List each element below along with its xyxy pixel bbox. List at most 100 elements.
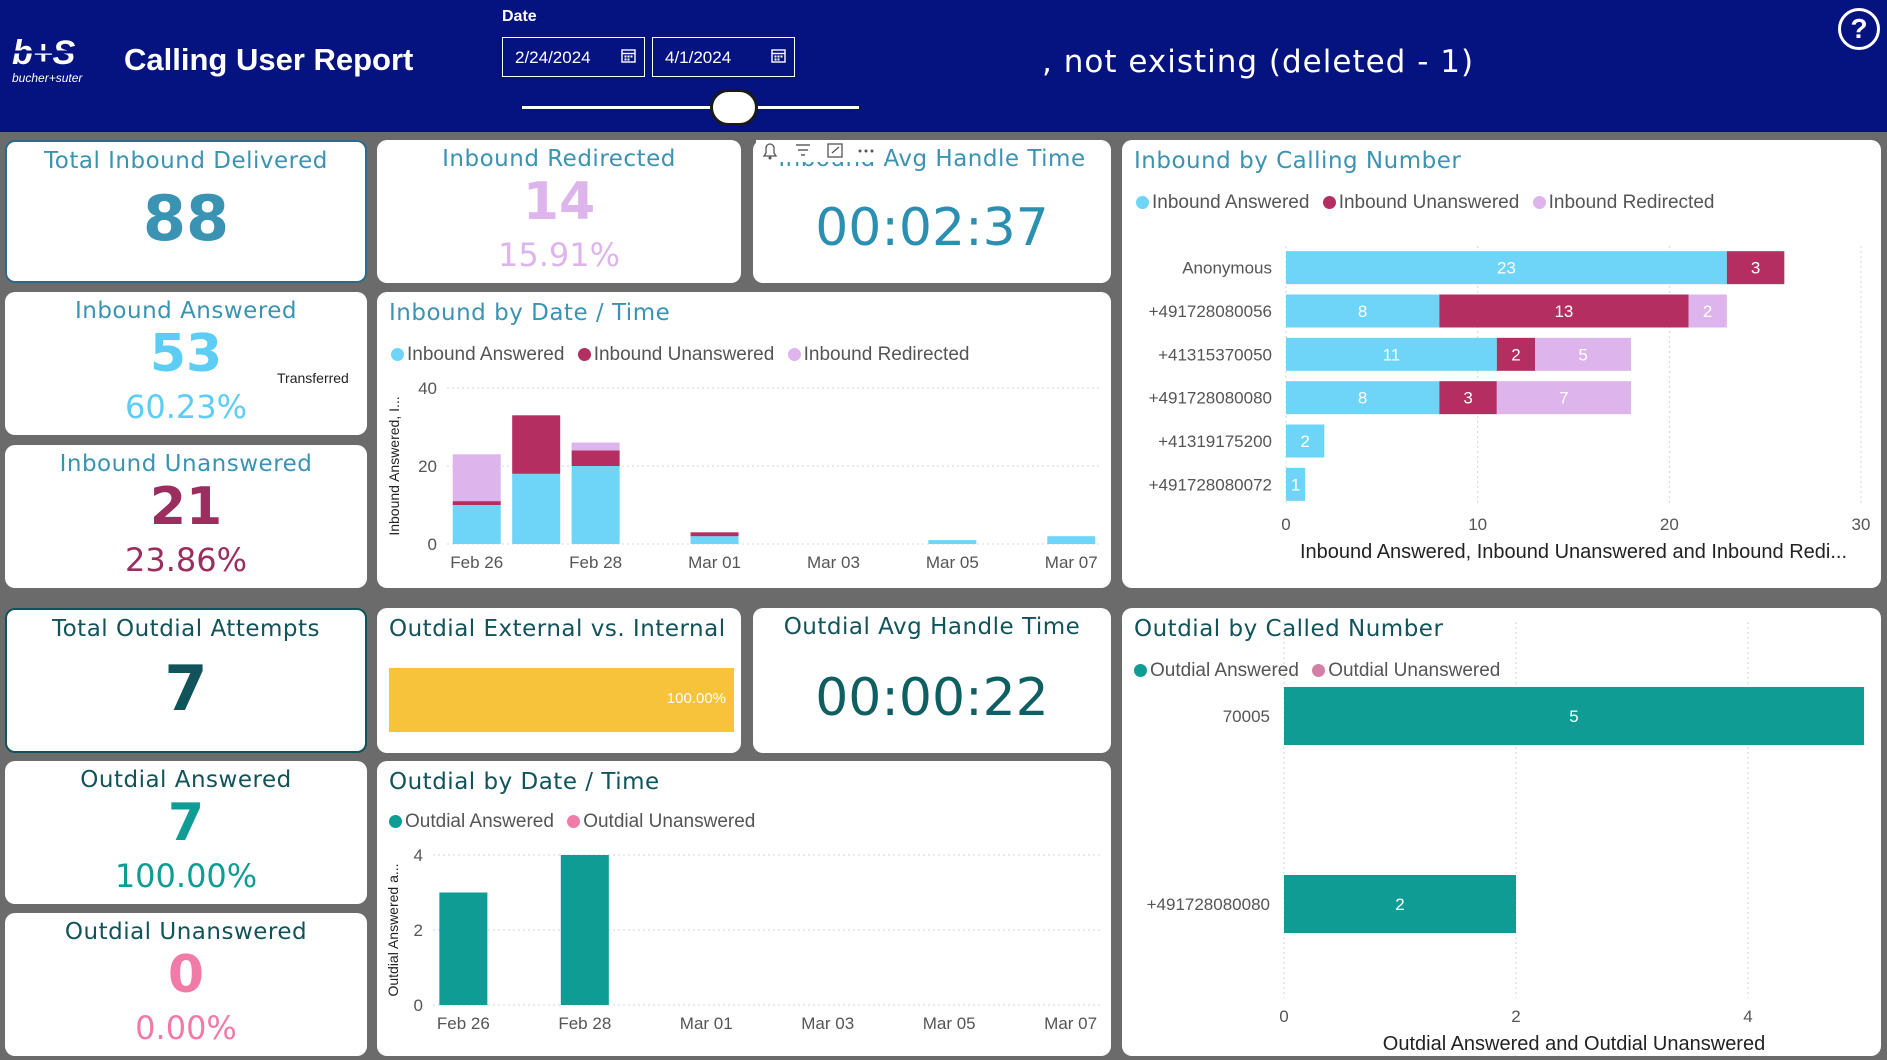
- calendar-icon[interactable]: [771, 48, 786, 63]
- bar-segment[interactable]: [1496, 381, 1631, 415]
- date-from-value: 2/24/2024: [515, 48, 591, 67]
- y-axis-label: Outdial Answered a...: [385, 863, 401, 996]
- bar-segment[interactable]: [690, 536, 739, 544]
- bar-segment[interactable]: [512, 415, 561, 474]
- x-tick-label: 30: [1852, 515, 1871, 534]
- bar-segment[interactable]: [1284, 687, 1864, 745]
- bar-segment[interactable]: [512, 473, 561, 544]
- bar-segment[interactable]: [1439, 381, 1497, 415]
- total-outdial-attempts-card[interactable]: Total Outdial Attempts 7: [5, 608, 367, 753]
- outdial-by-number-chart[interactable]: 0 2 4 Outdial Answered and Outdial Unanswer…: [1122, 608, 1881, 1056]
- bar-segment[interactable]: [571, 450, 620, 466]
- x-tick-label: Mar 01: [688, 553, 741, 572]
- bar-segment[interactable]: [1535, 337, 1631, 371]
- kpi-value: 53: [149, 324, 223, 384]
- kpi-value: 00:02:37: [815, 198, 1049, 258]
- outdial-by-date-card[interactable]: Outdial by Date / Time Outdial Answered …: [377, 761, 1111, 1056]
- outdial-by-number-card[interactable]: Outdial by Called Number Outdial Answere…: [1122, 608, 1881, 1056]
- x-tick-label: Feb 26: [437, 1014, 490, 1033]
- bar-segment[interactable]: [1286, 424, 1325, 458]
- outdial-avg-handle-card[interactable]: Outdial Avg Handle Time 00:00:22: [753, 608, 1111, 753]
- bar-segment[interactable]: [1286, 381, 1440, 415]
- legend-item[interactable]: Inbound Answered: [1136, 192, 1309, 213]
- date-filter-label: Date: [502, 8, 537, 25]
- bar-segment[interactable]: [1286, 294, 1440, 328]
- bar-segment[interactable]: [1047, 536, 1096, 544]
- kpi-percent: 100.00%: [114, 857, 258, 895]
- chart-title: Outdial by Date / Time: [389, 769, 660, 795]
- bar-segment[interactable]: [1726, 251, 1785, 285]
- date-to-input[interactable]: 4/1/2024: [652, 37, 795, 77]
- date-range-slider-handle[interactable]: [710, 89, 759, 126]
- legend-item[interactable]: Outdial Unanswered: [1312, 660, 1500, 681]
- x-tick-label: 4: [1743, 1007, 1752, 1026]
- bar-segment[interactable]: [1284, 875, 1516, 933]
- legend-item[interactable]: Outdial Answered: [389, 811, 554, 832]
- date-from-input[interactable]: 2/24/2024: [502, 37, 645, 77]
- outdial-ext-int-card[interactable]: Outdial External vs. Internal 100.00%: [377, 608, 741, 753]
- inbound-by-date-card[interactable]: Inbound by Date / Time Inbound Answered …: [377, 292, 1111, 588]
- chart-title: Inbound by Calling Number: [1134, 148, 1462, 174]
- bar-segment[interactable]: [1688, 294, 1727, 328]
- bar-segment[interactable]: [928, 540, 977, 544]
- legend-item[interactable]: Outdial Unanswered: [567, 811, 755, 832]
- transferred-label: Transferred: [277, 370, 349, 386]
- kpi-value: 00:00:22: [815, 668, 1049, 728]
- chart-legend: Inbound Answered Inbound Unanswered Inbo…: [1136, 192, 1722, 214]
- outdial-unanswered-card[interactable]: Outdial Unanswered 0 0.00%: [5, 913, 367, 1056]
- date-range-slider-track[interactable]: [522, 106, 859, 109]
- legend-item[interactable]: Inbound Redirected: [787, 344, 969, 365]
- inbound-by-number-card[interactable]: Inbound by Calling Number Inbound Answer…: [1122, 140, 1881, 588]
- calendar-icon[interactable]: [621, 48, 636, 63]
- focus-mode-icon[interactable]: [827, 143, 843, 158]
- bar-segment[interactable]: [571, 466, 620, 544]
- help-icon[interactable]: ?: [1838, 8, 1880, 50]
- bar-segment[interactable]: [452, 501, 501, 505]
- bar-segment[interactable]: [560, 855, 609, 1005]
- bar-segment[interactable]: [452, 454, 501, 502]
- inbound-redirected-card[interactable]: Inbound Redirected 14 15.91%: [377, 140, 741, 283]
- kpi-title: Total Outdial Attempts: [51, 616, 321, 642]
- legend-item[interactable]: Outdial Answered: [1134, 660, 1299, 681]
- chart-title: Outdial by Called Number: [1134, 616, 1444, 642]
- x-tick-label: Feb 28: [558, 1014, 611, 1033]
- bar-segment[interactable]: [571, 442, 620, 451]
- bell-icon[interactable]: [762, 143, 778, 160]
- y-axis-label: Inbound Answered, I...: [386, 396, 402, 535]
- inbound-by-date-chart[interactable]: 0 20 40 Inbound Answered, I... Feb 26 Feb 28 M…: [377, 292, 1111, 588]
- legend-item[interactable]: Inbound Answered: [391, 344, 564, 365]
- bar-segment[interactable]: [439, 892, 488, 1006]
- bar-segment[interactable]: [1286, 337, 1497, 371]
- total-inbound-delivered-card[interactable]: Total Inbound Delivered 88: [5, 140, 367, 283]
- outdial-by-date-chart[interactable]: 0 2 4 Outdial Answered a... Feb 26 Feb 28 Mar …: [377, 761, 1111, 1056]
- data-label: 2: [1703, 302, 1712, 321]
- y-tick-label: 0: [428, 535, 437, 554]
- outdial-answered-card[interactable]: Outdial Answered 7 100.00%: [5, 761, 367, 904]
- data-label: 8: [1358, 302, 1367, 321]
- x-tick-label: Mar 03: [801, 1014, 854, 1033]
- bar-segment[interactable]: [1496, 337, 1536, 371]
- inbound-answered-card[interactable]: Inbound Answered 53 Transferred 60.23%: [5, 292, 367, 435]
- x-tick-label: Mar 01: [680, 1014, 733, 1033]
- category-label: Anonymous: [1182, 259, 1272, 278]
- inbound-avg-handle-card[interactable]: Inbound Avg Handle Time 00:02:37: [753, 140, 1111, 283]
- legend-item[interactable]: Inbound Redirected: [1532, 192, 1714, 213]
- kpi-value: 14: [522, 172, 596, 232]
- inbound-unanswered-card[interactable]: Inbound Unanswered 21 23.86%: [5, 445, 367, 588]
- data-label: 3: [1463, 389, 1472, 408]
- inbound-by-number-chart[interactable]: 0 10 20 30 Inbound Answered, Inbound Unanswe…: [1122, 140, 1881, 588]
- filter-icon[interactable]: [796, 144, 810, 156]
- legend-item[interactable]: Inbound Unanswered: [577, 344, 774, 365]
- kpi-value: 21: [149, 477, 223, 537]
- bar-segment[interactable]: [1439, 294, 1689, 328]
- bar-segment[interactable]: [1286, 467, 1306, 501]
- bar-segment[interactable]: [452, 505, 501, 544]
- bar-segment[interactable]: [690, 532, 739, 537]
- x-tick-label: Mar 07: [1045, 553, 1098, 572]
- x-tick-label: Mar 05: [926, 553, 979, 572]
- external-internal-bar[interactable]: 100.00%: [389, 668, 734, 732]
- legend-item[interactable]: Inbound Unanswered: [1322, 192, 1519, 213]
- data-label: 1: [1291, 475, 1300, 494]
- bar-segment[interactable]: [1286, 251, 1727, 285]
- more-options-icon[interactable]: [858, 149, 874, 153]
